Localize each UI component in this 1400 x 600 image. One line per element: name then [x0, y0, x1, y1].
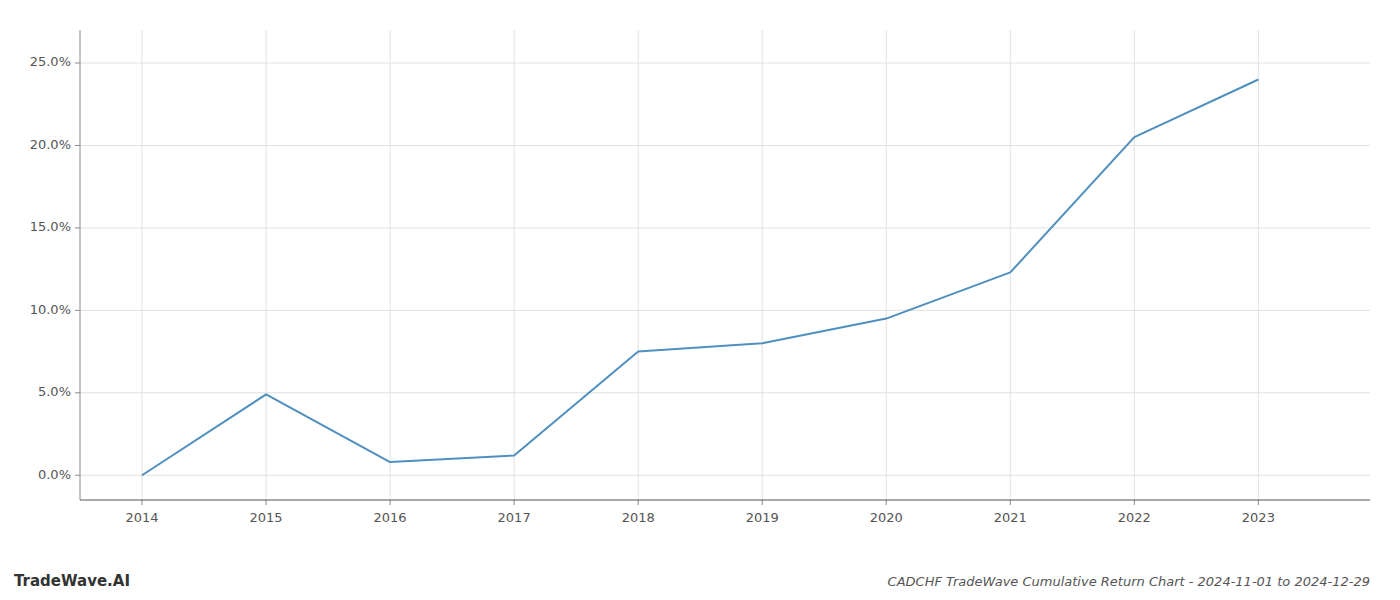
grid-line-x [1134, 30, 1135, 500]
x-tick-label: 2021 [994, 510, 1027, 525]
y-tick-label: 25.0% [30, 54, 71, 69]
x-tick-label: 2018 [622, 510, 655, 525]
y-axis-line [80, 30, 81, 500]
title: CADCHF TradeWave Cumulative Return Chart… [888, 574, 1370, 589]
y-tick [75, 62, 80, 63]
y-tick [75, 227, 80, 228]
y-tick-label: 0.0% [38, 467, 71, 482]
chart-container: 0.0% 5.0% 10.0% 15.0% 20.0% 25.0% 2014 2015 2016… [0, 0, 1400, 600]
grid-line-x [1258, 30, 1259, 500]
background [0, 0, 1400, 600]
x-tick-label: 2014 [125, 510, 158, 525]
x-tick [266, 500, 267, 505]
grid-line-x [142, 30, 143, 500]
x-tick-label: 2015 [250, 510, 283, 525]
y-tick [75, 392, 80, 393]
x-tick [390, 500, 391, 505]
watermark: TradeWave.AI [14, 572, 130, 590]
x-tick [1010, 500, 1011, 505]
data-line [142, 79, 1258, 475]
grid-line-y [80, 475, 1370, 476]
grid-line-x [762, 30, 763, 500]
y-tick-label: 15.0% [30, 219, 71, 234]
y-tick-label: 5.0% [38, 384, 71, 399]
chart-svg: 0.0% 5.0% 10.0% 15.0% 20.0% 25.0% 2014 2015 2016… [0, 0, 1400, 600]
x-tick-label: 2019 [746, 510, 779, 525]
x-tick [886, 500, 887, 505]
grid-line-x [638, 30, 639, 500]
x-tick-label: 2022 [1118, 510, 1151, 525]
grid-line-y [80, 227, 1370, 228]
x-tick-label: 2023 [1242, 510, 1275, 525]
grid-line-y [80, 310, 1370, 311]
x-tick [142, 500, 143, 505]
grid-line-x [886, 30, 887, 500]
grid-line-x [1010, 30, 1011, 500]
axes: 0.0% 5.0% 10.0% 15.0% 20.0% 25.0% 2014 2015 2016… [30, 30, 1370, 525]
x-tick [514, 500, 515, 505]
y-tick [75, 310, 80, 311]
grid-line-y [80, 145, 1370, 146]
grid [80, 30, 1370, 500]
plot-area [142, 79, 1258, 475]
x-tick [1134, 500, 1135, 505]
x-tick-label: 2016 [374, 510, 407, 525]
grid-line-x [514, 30, 515, 500]
x-tick-label: 2020 [870, 510, 903, 525]
y-tick-label: 10.0% [30, 302, 71, 317]
y-tick-label: 20.0% [30, 137, 71, 152]
x-tick-label: 2017 [498, 510, 531, 525]
x-tick [762, 500, 763, 505]
x-tick [638, 500, 639, 505]
y-tick [75, 475, 80, 476]
x-axis-line [80, 500, 1370, 501]
grid-line-x [390, 30, 391, 500]
grid-line-y [80, 392, 1370, 393]
y-tick [75, 145, 80, 146]
grid-line-y [80, 62, 1370, 63]
x-tick [1258, 500, 1259, 505]
grid-line-x [266, 30, 267, 500]
